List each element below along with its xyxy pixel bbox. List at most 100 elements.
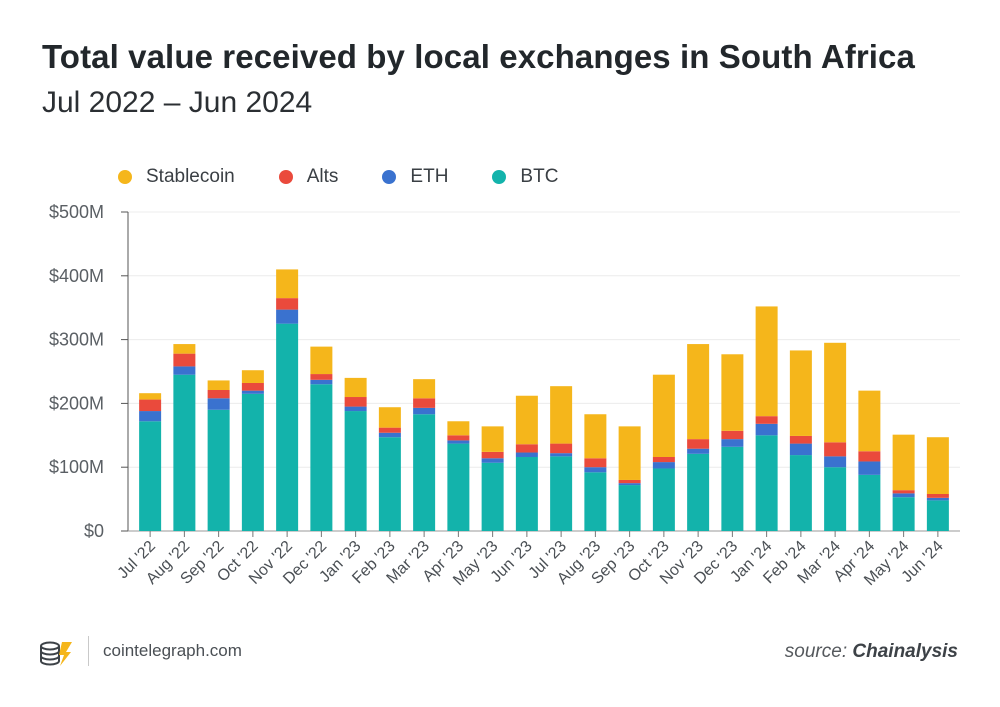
bar-segment-btc [207,409,230,531]
bar-segment-stablecoin [241,370,264,383]
bar-segment-eth [584,467,607,473]
cointelegraph-logo-icon [40,641,72,666]
bar-segment-stablecoin [310,346,333,375]
bar-segment-stablecoin [378,407,401,428]
bar-segment-stablecoin [926,437,949,494]
bar-segment-alts [310,374,333,380]
bar-segment-btc [413,414,436,531]
bar-segment-btc [139,421,162,531]
bar-segment-stablecoin [276,269,299,299]
bar-segment-stablecoin [550,386,573,444]
bar-segment-alts [173,353,196,367]
bar-segment-alts [344,397,367,407]
bar-segment-alts [687,439,710,449]
legend-label-btc: BTC [520,166,559,187]
bar-segment-btc [892,497,915,531]
bar-segment-eth [687,448,710,454]
bar-segment-eth [652,462,675,469]
chart-title: Total value received by local exchanges … [42,38,915,75]
y-tick-label: $200M [49,393,104,413]
bar-segment-stablecoin [173,344,196,354]
bar-segment-eth [824,456,847,468]
bar-segment-btc [515,456,538,531]
bar-segment-alts [721,430,744,440]
bar-segment-btc [584,472,607,531]
bar-segment-eth [378,432,401,438]
bar-segment-btc [550,456,573,531]
bar-segment-alts [584,458,607,468]
bar-segment-eth [892,493,915,498]
bar-segment-btc [344,411,367,531]
bar-segment-eth [515,452,538,457]
bar-segment-alts [207,390,230,399]
bar-segment-alts [515,444,538,453]
bar-segment-btc [824,467,847,531]
bar-segment-stablecoin [139,393,162,400]
bar-segment-btc [858,474,881,531]
bar-segment-btc [173,374,196,531]
legend-dot-btc [492,170,507,184]
legend-item-stablecoin: Stablecoin [118,166,235,188]
bar-segment-alts [413,398,436,408]
footer-site-link[interactable]: cointelegraph.com [103,641,242,660]
bar-segment-btc [241,393,264,531]
bar-segment-eth [721,439,744,447]
bar-segment-eth [481,458,504,463]
legend-label-alts: Alts [306,166,339,187]
y-tick-label: $400M [49,266,104,286]
bar-segment-eth [241,390,264,394]
y-tick-label: $300M [49,330,104,350]
bar-segment-stablecoin [824,342,847,443]
legend-item-btc: BTC [492,166,558,188]
bar-segment-btc [378,437,401,531]
bar-segment-alts [926,493,949,498]
bar-segment-stablecoin [858,390,881,452]
bar-segment-btc [276,323,299,531]
bar-segment-btc [481,462,504,531]
bar-segment-stablecoin [515,395,538,445]
legend: Stablecoin Alts ETH BTC [118,166,602,188]
legend-label-eth: ETH [410,166,449,187]
bar-segment-btc [755,435,778,531]
bar-segment-alts [618,479,641,484]
bar-segment-eth [413,407,436,415]
bar-segment-eth [310,379,333,385]
source-credit: source: Chainalysis [785,641,958,663]
bar-segment-alts [481,451,504,459]
bar-segment-btc [687,453,710,531]
y-tick-label: $100M [49,457,104,477]
y-tick-label: $500M [49,202,104,222]
bar-segment-btc [789,455,812,531]
bar-segment-stablecoin [447,421,470,436]
source-name: Chainalysis [852,641,958,662]
bar-segment-eth [755,423,778,436]
bar-segment-stablecoin [207,380,230,391]
bar-segment-alts [789,435,812,444]
bar-segment-eth [276,309,299,324]
bar-segment-btc [721,446,744,531]
bar-segment-stablecoin [652,374,675,457]
legend-item-eth: ETH [382,166,448,188]
bar-segment-eth [173,366,196,375]
bar-segment-alts [652,456,675,463]
chart-subtitle: Jul 2022 – Jun 2024 [42,86,313,119]
bar-segment-btc [447,443,470,531]
bar-segment-alts [276,298,299,310]
bar-segment-stablecoin [618,426,641,480]
bar-segment-eth [207,398,230,410]
bar-segment-eth [618,483,641,486]
bar-segment-stablecoin [413,379,436,399]
bar-segment-alts [755,416,778,424]
bar-segment-eth [789,443,812,456]
bar-segment-stablecoin [481,426,504,452]
bar-segment-btc [926,500,949,531]
bar-segment-eth [447,440,470,444]
bar-segment-stablecoin [687,344,710,440]
legend-dot-alts [278,170,293,184]
source-label: source: [784,641,848,662]
bar-segment-alts [824,442,847,457]
bar-segment-btc [652,468,675,531]
y-tick-label: $0 [84,521,104,541]
bar-segment-eth [139,411,162,422]
